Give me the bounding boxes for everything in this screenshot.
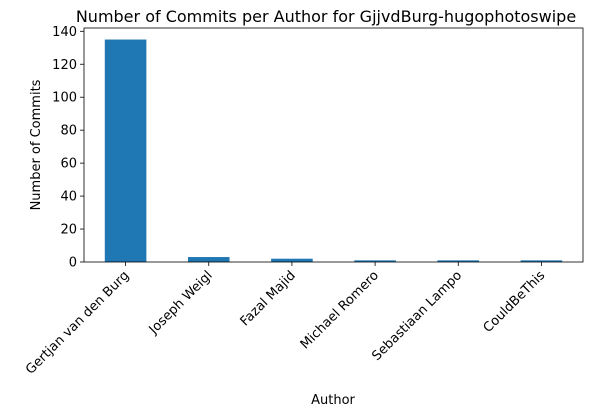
y-tick-label: 0 <box>69 256 77 271</box>
bar-1 <box>187 257 230 262</box>
bar-3 <box>354 260 396 262</box>
bar-4 <box>437 260 480 262</box>
bar-5 <box>520 260 563 262</box>
plot-frame <box>83 27 584 263</box>
x-axis-label: Author <box>311 393 355 408</box>
y-tick-label: 140 <box>52 25 77 40</box>
x-tick-label: Gertjan van den Burg <box>23 268 132 377</box>
y-tick-label: 120 <box>52 58 77 73</box>
y-tick-label: 40 <box>60 190 77 205</box>
y-tick-label: 80 <box>60 124 77 139</box>
y-axis-label: Number of Commits <box>29 79 44 210</box>
bar-2 <box>271 258 313 262</box>
x-tick-label: CouldBeThis <box>481 268 549 336</box>
x-tick-label: Michael Romero <box>298 268 382 352</box>
bars-group <box>104 39 563 262</box>
bar-0 <box>104 39 147 262</box>
chart-title: Number of Commits per Author for GjjvdBu… <box>76 7 576 26</box>
x-tick-label: Fazal Majid <box>238 268 299 329</box>
y-axis: 0 20 40 60 80 100 120 140 <box>52 25 84 271</box>
x-tick-label: Joseph Weigl <box>146 268 216 338</box>
y-tick-label: 20 <box>60 223 77 238</box>
y-tick-label: 100 <box>52 91 77 106</box>
x-axis: Gertjan van den Burg Joseph Weigl Fazal Ma… <box>23 262 548 378</box>
y-tick-label: 60 <box>60 157 77 172</box>
x-tick-label: Sebastiaan Lampo <box>369 268 465 364</box>
